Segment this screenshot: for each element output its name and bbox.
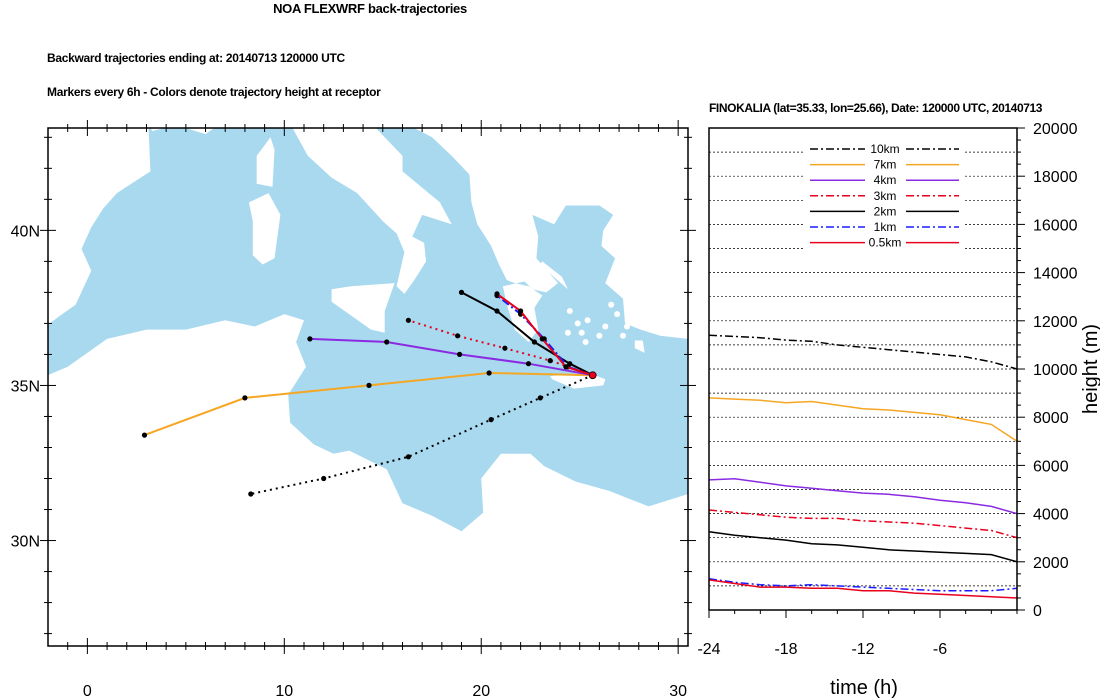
legend-label: 7km xyxy=(874,158,897,172)
land-africa xyxy=(48,314,688,646)
legend-label: 4km xyxy=(874,173,897,187)
height-line-10km xyxy=(708,334,1018,370)
height-x-axis-label: time (h) xyxy=(830,677,898,699)
trajectory-marker-0.5km xyxy=(563,364,569,370)
trajectory-marker-3km xyxy=(455,333,461,339)
height-grid xyxy=(709,151,1017,587)
trajectory-marker-10km xyxy=(248,491,254,497)
height-panel-title: FINOKALIA (lat=35.33, lon=25.66), Date: … xyxy=(709,101,1043,115)
height-y-tick-label: 0 xyxy=(1033,603,1042,620)
land-aegean-island xyxy=(578,329,585,336)
trajectory-marker-3km xyxy=(405,317,411,323)
legend-label: 2km xyxy=(874,204,897,218)
map-axes: 0 10 20 30 30N 35N 40N xyxy=(11,120,696,700)
trajectory-marker-4km xyxy=(307,336,313,342)
land-europe xyxy=(150,128,688,342)
trajectory-marker-2km xyxy=(494,308,500,314)
land-sardinia xyxy=(248,193,281,265)
map-y-tick-label: 35N xyxy=(11,378,40,395)
trajectory-marker-10km xyxy=(537,395,543,401)
land-aegean-island xyxy=(574,320,581,327)
trajectory-marker-7km xyxy=(366,382,372,388)
height-y-tick-label: 16000 xyxy=(1033,217,1078,234)
height-y-tick-label: 4000 xyxy=(1033,507,1069,524)
map-frame xyxy=(47,127,689,647)
trajectory-marker-7km xyxy=(486,370,492,376)
height-y-tick-label: 18000 xyxy=(1033,169,1078,186)
receptor-marker xyxy=(588,371,597,380)
land-aegean-island xyxy=(602,323,609,330)
height-x-tick-label: -18 xyxy=(774,641,797,658)
map-land xyxy=(48,128,688,646)
height-y-axis-label: height (m) xyxy=(1080,324,1100,414)
land-aegean-island xyxy=(614,311,621,318)
land-sicily xyxy=(331,283,395,333)
chart-subtitle-end-time: Backward trajectories ending at: 2014071… xyxy=(47,51,345,65)
map-x-tick-label: 30 xyxy=(669,683,687,700)
trajectory-marker-2km xyxy=(531,339,538,345)
trajectory-map: 0 10 20 30 30N 35N 40N xyxy=(11,120,696,700)
height-y-tick-label: 8000 xyxy=(1033,410,1069,427)
land-corsica xyxy=(256,137,275,187)
height-line-7km xyxy=(708,397,1018,442)
height-y-tick-label: 12000 xyxy=(1033,314,1078,331)
height-line-4km xyxy=(708,477,1018,515)
land-aegean-island xyxy=(582,339,589,345)
height-y-tick-label: 6000 xyxy=(1033,458,1069,475)
land-aegean-island xyxy=(584,317,591,324)
trajectory-marker-7km xyxy=(141,432,148,438)
map-x-tick-label: 20 xyxy=(472,683,490,700)
trajectory-marker-0.5km xyxy=(494,291,500,297)
legend-label: 3km xyxy=(874,189,897,203)
land-aegean-island xyxy=(624,323,630,330)
height-y-tick-label: 10000 xyxy=(1033,362,1078,379)
land-evia xyxy=(536,261,568,290)
height-line-2km xyxy=(708,530,1018,563)
map-y-tick-label: 30N xyxy=(11,534,40,551)
map-x-tick-label: 0 xyxy=(83,683,92,700)
trajectory-marker-10km xyxy=(321,475,327,482)
legend-label: 0.5km xyxy=(869,236,902,250)
height-x-tick-label: -12 xyxy=(851,641,874,658)
height-line-1km xyxy=(708,577,1018,592)
land-aegean-island xyxy=(564,329,571,336)
map-x-tick-label: 10 xyxy=(275,683,293,700)
trajectory-marker-4km xyxy=(384,339,390,345)
height-lines xyxy=(708,334,1018,599)
trajectory-10km xyxy=(250,374,594,495)
land-aegean-island xyxy=(566,308,573,314)
chart-title: NOA FLEXWRF back-trajectories xyxy=(273,1,467,16)
chart-subtitle-markers: Markers every 6h - Colors denote traject… xyxy=(47,85,381,99)
trajectory-marker-7km xyxy=(242,395,248,401)
trajectory-marker-3km xyxy=(502,345,508,351)
legend-label: 1km xyxy=(874,220,897,234)
land-aegean-island xyxy=(620,332,626,339)
trajectory-marker-2km xyxy=(458,289,465,295)
trajectory-marker-0.5km xyxy=(539,336,545,342)
height-line-3km xyxy=(708,509,1018,539)
land-iberia xyxy=(48,128,151,325)
height-x-tick-label: -6 xyxy=(933,641,947,658)
trajectory-marker-10km xyxy=(488,417,494,423)
legend-label: 10km xyxy=(870,142,899,156)
trajectory-marker-3km xyxy=(547,358,553,364)
height-y-tick-label: 14000 xyxy=(1033,266,1078,283)
trajectory-marker-4km xyxy=(525,361,532,367)
trajectory-marker-0.5km xyxy=(518,308,524,314)
height-axes: -24 -18 -12 -6 0 2000 4000 6000 8000 10000 12000 14… xyxy=(697,121,1100,699)
map-y-tick-label: 40N xyxy=(11,223,40,240)
land-aegean-island xyxy=(608,301,615,308)
trajectory-marker-10km xyxy=(405,454,411,460)
height-y-tick-label: 20000 xyxy=(1033,121,1078,138)
trajectory-lines xyxy=(141,289,597,497)
land-aegean-island xyxy=(596,332,603,339)
height-x-tick-label: -24 xyxy=(697,641,720,658)
land-rhodes xyxy=(634,340,645,353)
trajectory-marker-4km xyxy=(457,351,463,357)
height-line-0.5km xyxy=(708,579,1018,599)
height-y-tick-label: 2000 xyxy=(1033,555,1069,572)
